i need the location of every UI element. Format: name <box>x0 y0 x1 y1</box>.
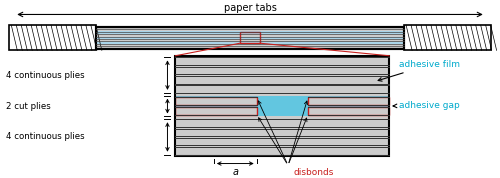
Bar <box>176 107 256 115</box>
Bar <box>308 107 389 115</box>
Text: adhesive film: adhesive film <box>378 60 460 81</box>
Text: a: a <box>232 167 238 177</box>
Text: paper tabs: paper tabs <box>224 3 276 13</box>
Bar <box>176 96 389 116</box>
Bar <box>404 25 490 50</box>
Bar <box>176 56 389 156</box>
Text: disbonds: disbonds <box>293 168 334 177</box>
Bar <box>10 25 96 50</box>
Text: 4 continuous plies: 4 continuous plies <box>6 71 85 80</box>
Bar <box>308 98 389 105</box>
Bar <box>96 42 404 44</box>
Bar <box>176 98 256 105</box>
Bar <box>176 107 256 115</box>
Text: adhesive gap: adhesive gap <box>393 101 460 110</box>
Bar <box>176 98 256 105</box>
Bar <box>308 107 389 115</box>
Text: 2 cut plies: 2 cut plies <box>6 102 51 111</box>
Bar <box>96 27 404 49</box>
Bar <box>96 27 404 49</box>
Bar <box>240 32 260 43</box>
Bar <box>308 98 389 105</box>
Bar <box>96 31 404 33</box>
Bar <box>176 56 389 156</box>
Text: 4 continuous plies: 4 continuous plies <box>6 132 85 142</box>
Bar <box>96 37 404 39</box>
